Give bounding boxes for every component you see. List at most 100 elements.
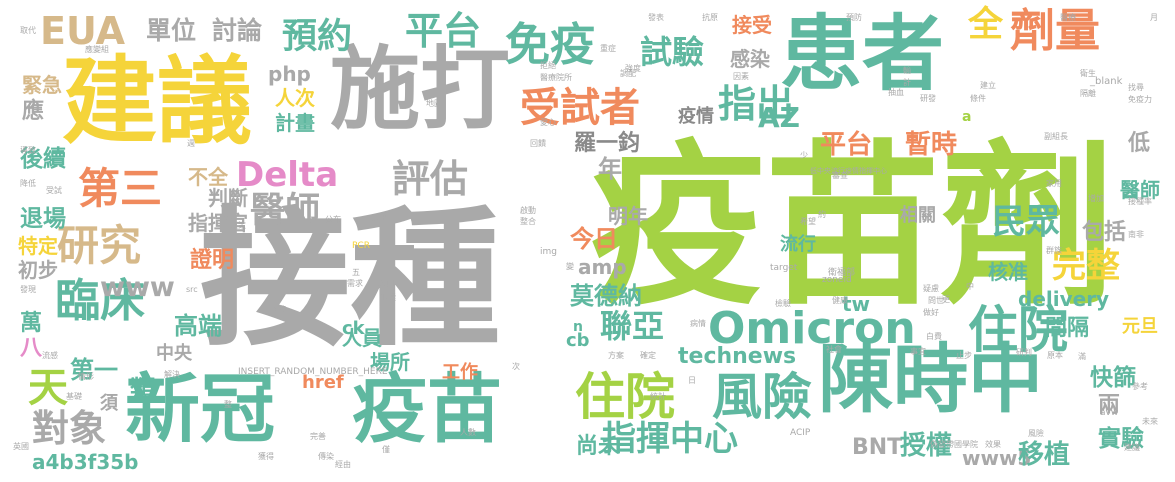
word-34: 民眾 (992, 202, 1060, 242)
word-159: 少 (800, 151, 808, 160)
word-141: 情形 (78, 372, 94, 381)
word-101: target (770, 263, 798, 273)
word-162: 日 (688, 376, 696, 385)
word-174: 南非 (1128, 230, 1144, 239)
word-64: 人員 (342, 326, 382, 350)
word-75: cb (566, 330, 590, 351)
word-13: 臨床 (55, 274, 146, 327)
word-158: 更 (942, 295, 950, 304)
word-58: 高端 (174, 312, 222, 340)
word-142: 解決 (164, 370, 180, 379)
word-171: 檢驗 (775, 299, 791, 308)
word-94: 緊急 (22, 73, 62, 97)
word-115: 拒絕 (540, 61, 556, 70)
word-166: 接種率 (1128, 197, 1152, 206)
word-85: 間隔 (1045, 316, 1090, 341)
word-67: a4b3f35b (32, 450, 139, 474)
word-116: 因素 (733, 72, 749, 81)
word-151: 風險 (1028, 429, 1044, 438)
word-183: 五 (352, 268, 360, 277)
word-178: 研判 (1016, 348, 1032, 357)
word-33: 聯亞 (600, 307, 665, 345)
word-84: 元旦 (1122, 316, 1158, 337)
word-92: 低 (1128, 131, 1151, 156)
word-62: 須 (100, 393, 118, 414)
word-104: src (186, 285, 198, 294)
word-96: a (962, 109, 972, 125)
word-10: 住院 (968, 301, 1068, 359)
word-100: _blank (1090, 76, 1123, 87)
word-39: 接受 (732, 13, 772, 37)
word-24: 全 (968, 5, 1004, 45)
word-125: 導致 (20, 146, 36, 155)
word-188: 希望 (800, 217, 816, 226)
word-16: Delta (236, 155, 339, 195)
word-1: 疫苗劑 (590, 126, 1115, 329)
word-126: 降低 (20, 179, 36, 188)
word-121: 增加 (1088, 194, 1104, 203)
word-29: 試驗 (640, 33, 705, 71)
word-189: 研發 (920, 94, 936, 103)
word-119: 愛心 (540, 118, 556, 127)
word-176: 做好 (923, 308, 939, 317)
word-161: 次 (512, 362, 520, 371)
word-38: 感染 (730, 47, 770, 71)
word-45: 計畫 (275, 111, 315, 135)
word-72: 莫德納 (570, 282, 642, 310)
word-181: 重症 (600, 44, 616, 53)
word-79: www5 (962, 446, 1032, 470)
word-18: 評估 (392, 157, 469, 201)
word-132: 人口 (378, 279, 394, 288)
word-86: delivery (1018, 287, 1110, 311)
word-71: amp (578, 255, 627, 279)
word-60: 第一 (70, 356, 118, 384)
word-8: 陳時中 (818, 335, 1044, 423)
word-154: 參考 (1132, 382, 1148, 391)
word-2: 接種 (200, 193, 501, 367)
word-153: 統計 (650, 392, 666, 401)
word-59: 中央 (156, 343, 192, 364)
word-150: 經由 (335, 460, 351, 469)
word-163: 中 (966, 282, 974, 291)
word-102: zoneid (822, 275, 852, 285)
word-110: 發表 (648, 13, 664, 22)
word-137: 社會 (826, 345, 842, 354)
word-68: 工作 (442, 362, 478, 383)
word-9: Omicron (708, 303, 916, 354)
word-56: 萬 (20, 311, 43, 336)
word-4: 施打 (330, 37, 510, 142)
word-131: 需求 (347, 279, 363, 288)
word-43: 年 (598, 155, 622, 183)
word-128: 政策 (230, 221, 246, 230)
word-50: 退場 (20, 206, 66, 232)
word-40: AZ (758, 101, 800, 134)
word-87: 核准 (988, 260, 1028, 284)
word-37: 暫時 (905, 130, 958, 160)
word-31: 天 (28, 365, 68, 411)
word-180: 回饋 (530, 139, 546, 148)
word-186: 傳染 (318, 452, 334, 461)
word-77: BNT (852, 435, 903, 460)
word-95: n (573, 319, 583, 335)
word-53: 初步 (18, 258, 58, 282)
word-146: 完善 (310, 432, 326, 441)
word-11: 住院 (575, 368, 675, 426)
word-133: 發現 (20, 285, 36, 294)
word-173: 群族 (1046, 246, 1062, 255)
word-97: INSERT_RANDOM_NUMBER_HERE (238, 367, 388, 377)
word-36: 平台 (820, 130, 873, 160)
word-164: 約 (818, 210, 826, 219)
word-65: 場所 (370, 350, 410, 374)
word-143: 方案 (608, 351, 624, 360)
word-138: 止步 (956, 351, 972, 360)
word-52: 特定 (18, 234, 58, 258)
word-194: 偽發帶國學院 (930, 440, 978, 449)
word-44: 人次 (275, 86, 315, 110)
word-196: 變 (566, 262, 574, 271)
word-144: 確定 (640, 351, 656, 360)
word-179: 調配 (620, 69, 636, 78)
word-51: 指揮官 (188, 211, 248, 235)
word-47: 不全 (188, 165, 228, 189)
word-172: 家用 (1046, 179, 1062, 188)
